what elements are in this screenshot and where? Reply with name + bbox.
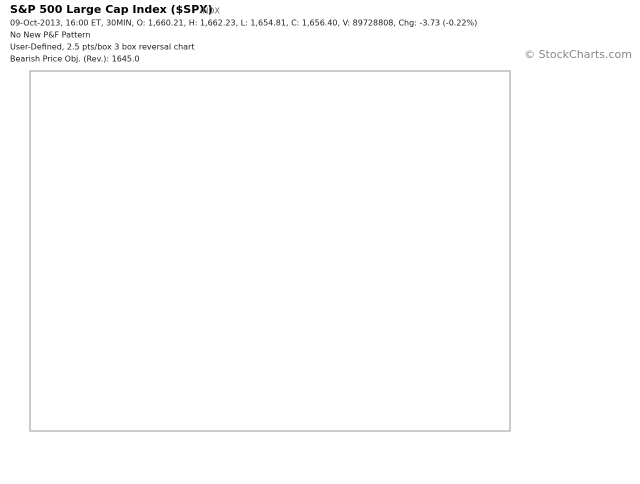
pattern: No New P&F Pattern xyxy=(10,31,90,40)
objective: Bearish Price Obj. (Rev.): 1645.0 xyxy=(10,55,140,64)
settings: User-Defined, 2.5 pts/box 3 box reversal… xyxy=(10,43,194,52)
copyright: © StockCharts.com xyxy=(524,48,632,61)
plot-frame xyxy=(29,70,511,432)
exchange: INDX xyxy=(200,7,221,16)
chart-title: S&P 500 Large Cap Index ($SPX) xyxy=(10,3,213,16)
info: 09-Oct-2013, 16:00 ET, 30MIN, O: 1,660.2… xyxy=(10,19,477,28)
